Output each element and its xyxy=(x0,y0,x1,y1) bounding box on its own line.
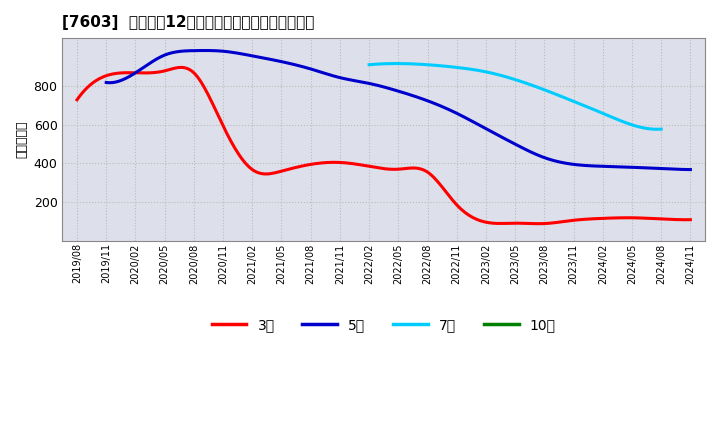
Text: [7603]  経常利益12か月移動合計の標準偏差の推移: [7603] 経常利益12か月移動合計の標準偏差の推移 xyxy=(63,15,315,30)
Y-axis label: （百万円）: （百万円） xyxy=(15,121,28,158)
Legend: 3年, 5年, 7年, 10年: 3年, 5年, 7年, 10年 xyxy=(206,312,562,337)
